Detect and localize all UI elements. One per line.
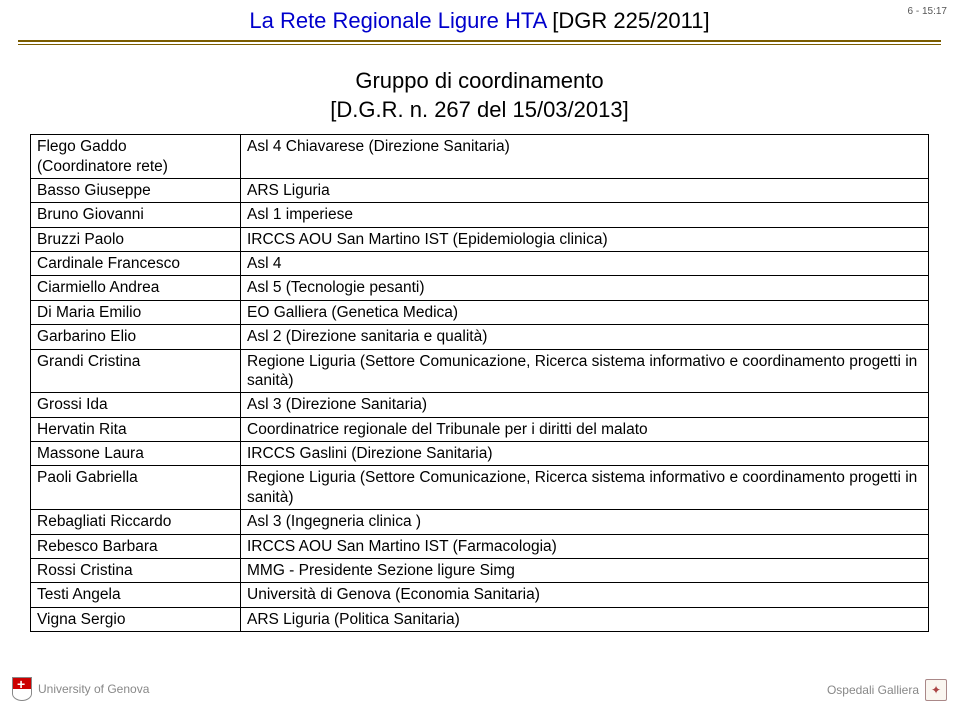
table-row: Grossi IdaAsl 3 (Direzione Sanitaria) <box>31 393 929 417</box>
member-name-cell: Cardinale Francesco <box>31 252 241 276</box>
member-org-cell: IRCCS AOU San Martino IST (Epidemiologia… <box>241 227 929 251</box>
member-name-cell: Rebesco Barbara <box>31 534 241 558</box>
table-row: Garbarino ElioAsl 2 (Direzione sanitaria… <box>31 325 929 349</box>
hospital-logo-icon: ✦ <box>925 679 947 701</box>
table-row: Basso GiuseppeARS Liguria <box>31 178 929 202</box>
member-org-cell: Regione Liguria (Settore Comunicazione, … <box>241 466 929 510</box>
divider-thin <box>18 44 941 45</box>
table-row: Di Maria EmilioEO Galliera (Genetica Med… <box>31 300 929 324</box>
subtitle-line1: Gruppo di coordinamento <box>0 67 959 96</box>
table-row: Bruzzi PaoloIRCCS AOU San Martino IST (E… <box>31 227 929 251</box>
member-name-cell: Vigna Sergio <box>31 607 241 631</box>
table-row: Bruno GiovanniAsl 1 imperiese <box>31 203 929 227</box>
subtitle: Gruppo di coordinamento [D.G.R. n. 267 d… <box>0 67 959 124</box>
member-name-cell: Massone Laura <box>31 442 241 466</box>
member-name-cell: Paoli Gabriella <box>31 466 241 510</box>
member-org-cell: Asl 4 <box>241 252 929 276</box>
footer-right-text: Ospedali Galliera <box>827 683 919 697</box>
table-row: Vigna SergioARS Liguria (Politica Sanita… <box>31 607 929 631</box>
member-org-cell: Coordinatrice regionale del Tribunale pe… <box>241 417 929 441</box>
member-name-cell: Testi Angela <box>31 583 241 607</box>
member-org-cell: IRCCS AOU San Martino IST (Farmacologia) <box>241 534 929 558</box>
page-title: La Rete Regionale Ligure HTA [DGR 225/20… <box>0 8 959 34</box>
table-row: Rebagliati RiccardoAsl 3 (Ingegneria cli… <box>31 510 929 534</box>
table-row: Rebesco BarbaraIRCCS AOU San Martino IST… <box>31 534 929 558</box>
table-row: Massone LauraIRCCS Gaslini (Direzione Sa… <box>31 442 929 466</box>
table-row: Grandi CristinaRegione Liguria (Settore … <box>31 349 929 393</box>
title-sub: [DGR 225/2011] <box>552 8 709 33</box>
member-org-cell: Regione Liguria (Settore Comunicazione, … <box>241 349 929 393</box>
members-table: Flego Gaddo (Coordinatore rete)Asl 4 Chi… <box>30 134 929 632</box>
table-row: Testi AngelaUniversità di Genova (Econom… <box>31 583 929 607</box>
subtitle-line2: [D.G.R. n. 267 del 15/03/2013] <box>0 96 959 125</box>
footer-left: University of Genova <box>12 677 149 701</box>
divider-thick <box>18 40 941 42</box>
table-row: Hervatin RitaCoordinatrice regionale del… <box>31 417 929 441</box>
member-org-cell: Asl 3 (Ingegneria clinica ) <box>241 510 929 534</box>
university-crest-icon <box>12 677 32 701</box>
member-org-cell: Asl 3 (Direzione Sanitaria) <box>241 393 929 417</box>
title-divider <box>0 40 959 45</box>
title-main: La Rete Regionale Ligure HTA <box>249 8 546 33</box>
member-org-cell: ARS Liguria <box>241 178 929 202</box>
member-name-cell: Grossi Ida <box>31 393 241 417</box>
member-org-cell: EO Galliera (Genetica Medica) <box>241 300 929 324</box>
page-number: 6 - 15:17 <box>908 6 947 17</box>
member-org-cell: IRCCS Gaslini (Direzione Sanitaria) <box>241 442 929 466</box>
table-row: Paoli GabriellaRegione Liguria (Settore … <box>31 466 929 510</box>
table-row: Cardinale FrancescoAsl 4 <box>31 252 929 276</box>
footer-right: Ospedali Galliera ✦ <box>827 679 947 701</box>
table-row: Rossi CristinaMMG - Presidente Sezione l… <box>31 558 929 582</box>
member-org-cell: Asl 2 (Direzione sanitaria e qualità) <box>241 325 929 349</box>
member-name-cell: Flego Gaddo (Coordinatore rete) <box>31 135 241 179</box>
member-name-cell: Bruzzi Paolo <box>31 227 241 251</box>
member-org-cell: ARS Liguria (Politica Sanitaria) <box>241 607 929 631</box>
member-org-cell: Asl 5 (Tecnologie pesanti) <box>241 276 929 300</box>
member-org-cell: Asl 4 Chiavarese (Direzione Sanitaria) <box>241 135 929 179</box>
table-container: Flego Gaddo (Coordinatore rete)Asl 4 Chi… <box>0 124 959 632</box>
member-name-cell: Basso Giuseppe <box>31 178 241 202</box>
table-row: Flego Gaddo (Coordinatore rete)Asl 4 Chi… <box>31 135 929 179</box>
member-name-cell: Rossi Cristina <box>31 558 241 582</box>
member-name-cell: Ciarmiello Andrea <box>31 276 241 300</box>
footer-left-text: University of Genova <box>38 682 149 696</box>
member-org-cell: MMG - Presidente Sezione ligure Simg <box>241 558 929 582</box>
member-org-cell: Asl 1 imperiese <box>241 203 929 227</box>
member-name-cell: Garbarino Elio <box>31 325 241 349</box>
table-row: Ciarmiello AndreaAsl 5 (Tecnologie pesan… <box>31 276 929 300</box>
member-name-cell: Hervatin Rita <box>31 417 241 441</box>
member-name-cell: Di Maria Emilio <box>31 300 241 324</box>
member-name-cell: Grandi Cristina <box>31 349 241 393</box>
member-name-cell: Bruno Giovanni <box>31 203 241 227</box>
page-header: La Rete Regionale Ligure HTA [DGR 225/20… <box>0 0 959 34</box>
member-org-cell: Università di Genova (Economia Sanitaria… <box>241 583 929 607</box>
page-footer: University of Genova Ospedali Galliera ✦ <box>0 677 959 701</box>
member-name-cell: Rebagliati Riccardo <box>31 510 241 534</box>
